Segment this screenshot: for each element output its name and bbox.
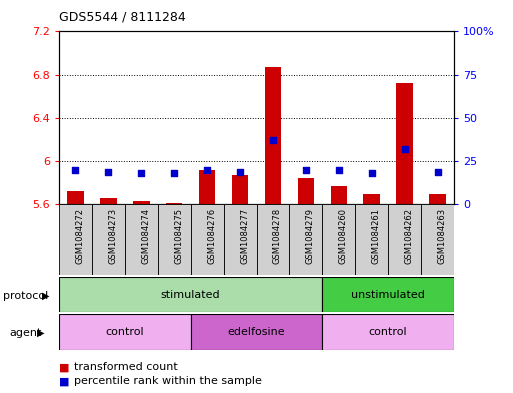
Bar	[388, 204, 421, 275]
Text: control: control	[106, 327, 144, 337]
Bar	[322, 314, 454, 350]
Bar	[224, 204, 256, 275]
Bar	[158, 204, 191, 275]
Text: GSM1084272: GSM1084272	[75, 208, 85, 264]
Text: agent: agent	[9, 328, 42, 338]
Bar	[322, 204, 355, 275]
Bar	[199, 170, 215, 204]
Text: control: control	[369, 327, 407, 337]
Point	[236, 168, 244, 174]
Bar	[191, 204, 224, 275]
Text: percentile rank within the sample: percentile rank within the sample	[74, 376, 262, 386]
Bar	[397, 83, 413, 204]
Point	[401, 146, 409, 152]
Point	[170, 170, 179, 176]
Text: transformed count: transformed count	[74, 362, 178, 373]
Text: ▶: ▶	[37, 328, 45, 338]
Bar	[330, 186, 347, 204]
Text: GSM1084263: GSM1084263	[438, 208, 446, 264]
Point	[203, 167, 211, 173]
Point	[137, 170, 145, 176]
Text: GSM1084274: GSM1084274	[141, 208, 150, 264]
Bar	[298, 178, 314, 204]
Text: ■: ■	[59, 362, 69, 373]
Text: GSM1084261: GSM1084261	[372, 208, 381, 264]
Text: GSM1084275: GSM1084275	[174, 208, 183, 264]
Bar	[59, 204, 92, 275]
Bar	[355, 204, 388, 275]
Bar	[429, 193, 446, 204]
Text: GDS5544 / 8111284: GDS5544 / 8111284	[59, 11, 186, 24]
Text: GSM1084260: GSM1084260	[339, 208, 348, 264]
Point	[302, 167, 310, 173]
Point	[269, 137, 277, 143]
Point	[104, 168, 112, 174]
Text: GSM1084279: GSM1084279	[306, 208, 315, 264]
Bar	[67, 191, 84, 204]
Text: GSM1084273: GSM1084273	[108, 208, 117, 264]
Bar	[265, 67, 281, 204]
Text: stimulated: stimulated	[161, 290, 221, 300]
Bar	[421, 204, 454, 275]
Point	[433, 168, 442, 174]
Text: protocol: protocol	[3, 290, 48, 301]
Text: GSM1084276: GSM1084276	[207, 208, 216, 264]
Point	[71, 167, 80, 173]
Bar	[100, 198, 116, 204]
Bar	[92, 204, 125, 275]
Text: ■: ■	[59, 376, 69, 386]
Text: unstimulated: unstimulated	[351, 290, 425, 300]
Text: GSM1084278: GSM1084278	[273, 208, 282, 264]
Bar	[125, 204, 158, 275]
Bar	[256, 204, 289, 275]
Bar	[364, 193, 380, 204]
Bar	[289, 204, 322, 275]
Bar	[166, 203, 183, 204]
Bar	[322, 277, 454, 312]
Bar	[59, 314, 191, 350]
Bar	[232, 175, 248, 204]
Text: GSM1084277: GSM1084277	[240, 208, 249, 264]
Point	[334, 167, 343, 173]
Bar	[133, 201, 149, 204]
Point	[368, 170, 376, 176]
Text: ▶: ▶	[42, 290, 50, 301]
Bar	[59, 277, 322, 312]
Bar	[191, 314, 322, 350]
Text: edelfosine: edelfosine	[228, 327, 285, 337]
Text: GSM1084262: GSM1084262	[405, 208, 413, 264]
